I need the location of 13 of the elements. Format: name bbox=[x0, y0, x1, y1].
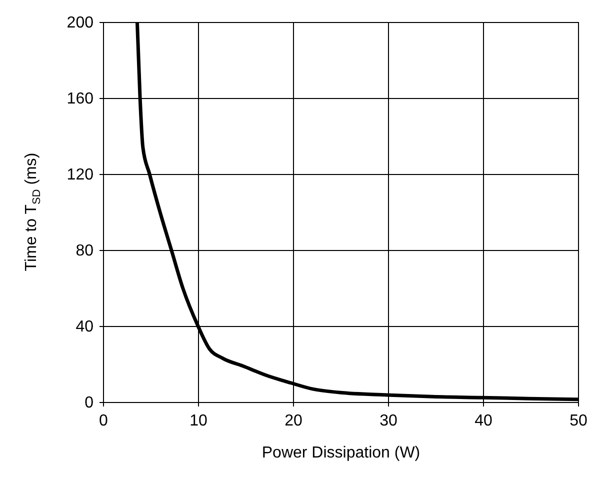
x-tick-label: 10 bbox=[190, 412, 208, 430]
x-tick-label: 40 bbox=[474, 412, 492, 430]
y-tick-label: 160 bbox=[66, 90, 94, 108]
x-tick-label: 50 bbox=[570, 412, 588, 430]
x-tick-label: 0 bbox=[99, 412, 108, 430]
x-axis-title: Power Dissipation (W) bbox=[262, 444, 420, 462]
y-tick-label: 0 bbox=[84, 394, 94, 412]
y-tick-label: 80 bbox=[76, 242, 94, 260]
x-tick-label: 20 bbox=[284, 412, 302, 430]
y-tick-label: 200 bbox=[66, 14, 94, 32]
x-tick-label: 30 bbox=[380, 412, 398, 430]
y-tick-label: 40 bbox=[76, 318, 94, 336]
y-tick-label: 120 bbox=[66, 166, 94, 184]
